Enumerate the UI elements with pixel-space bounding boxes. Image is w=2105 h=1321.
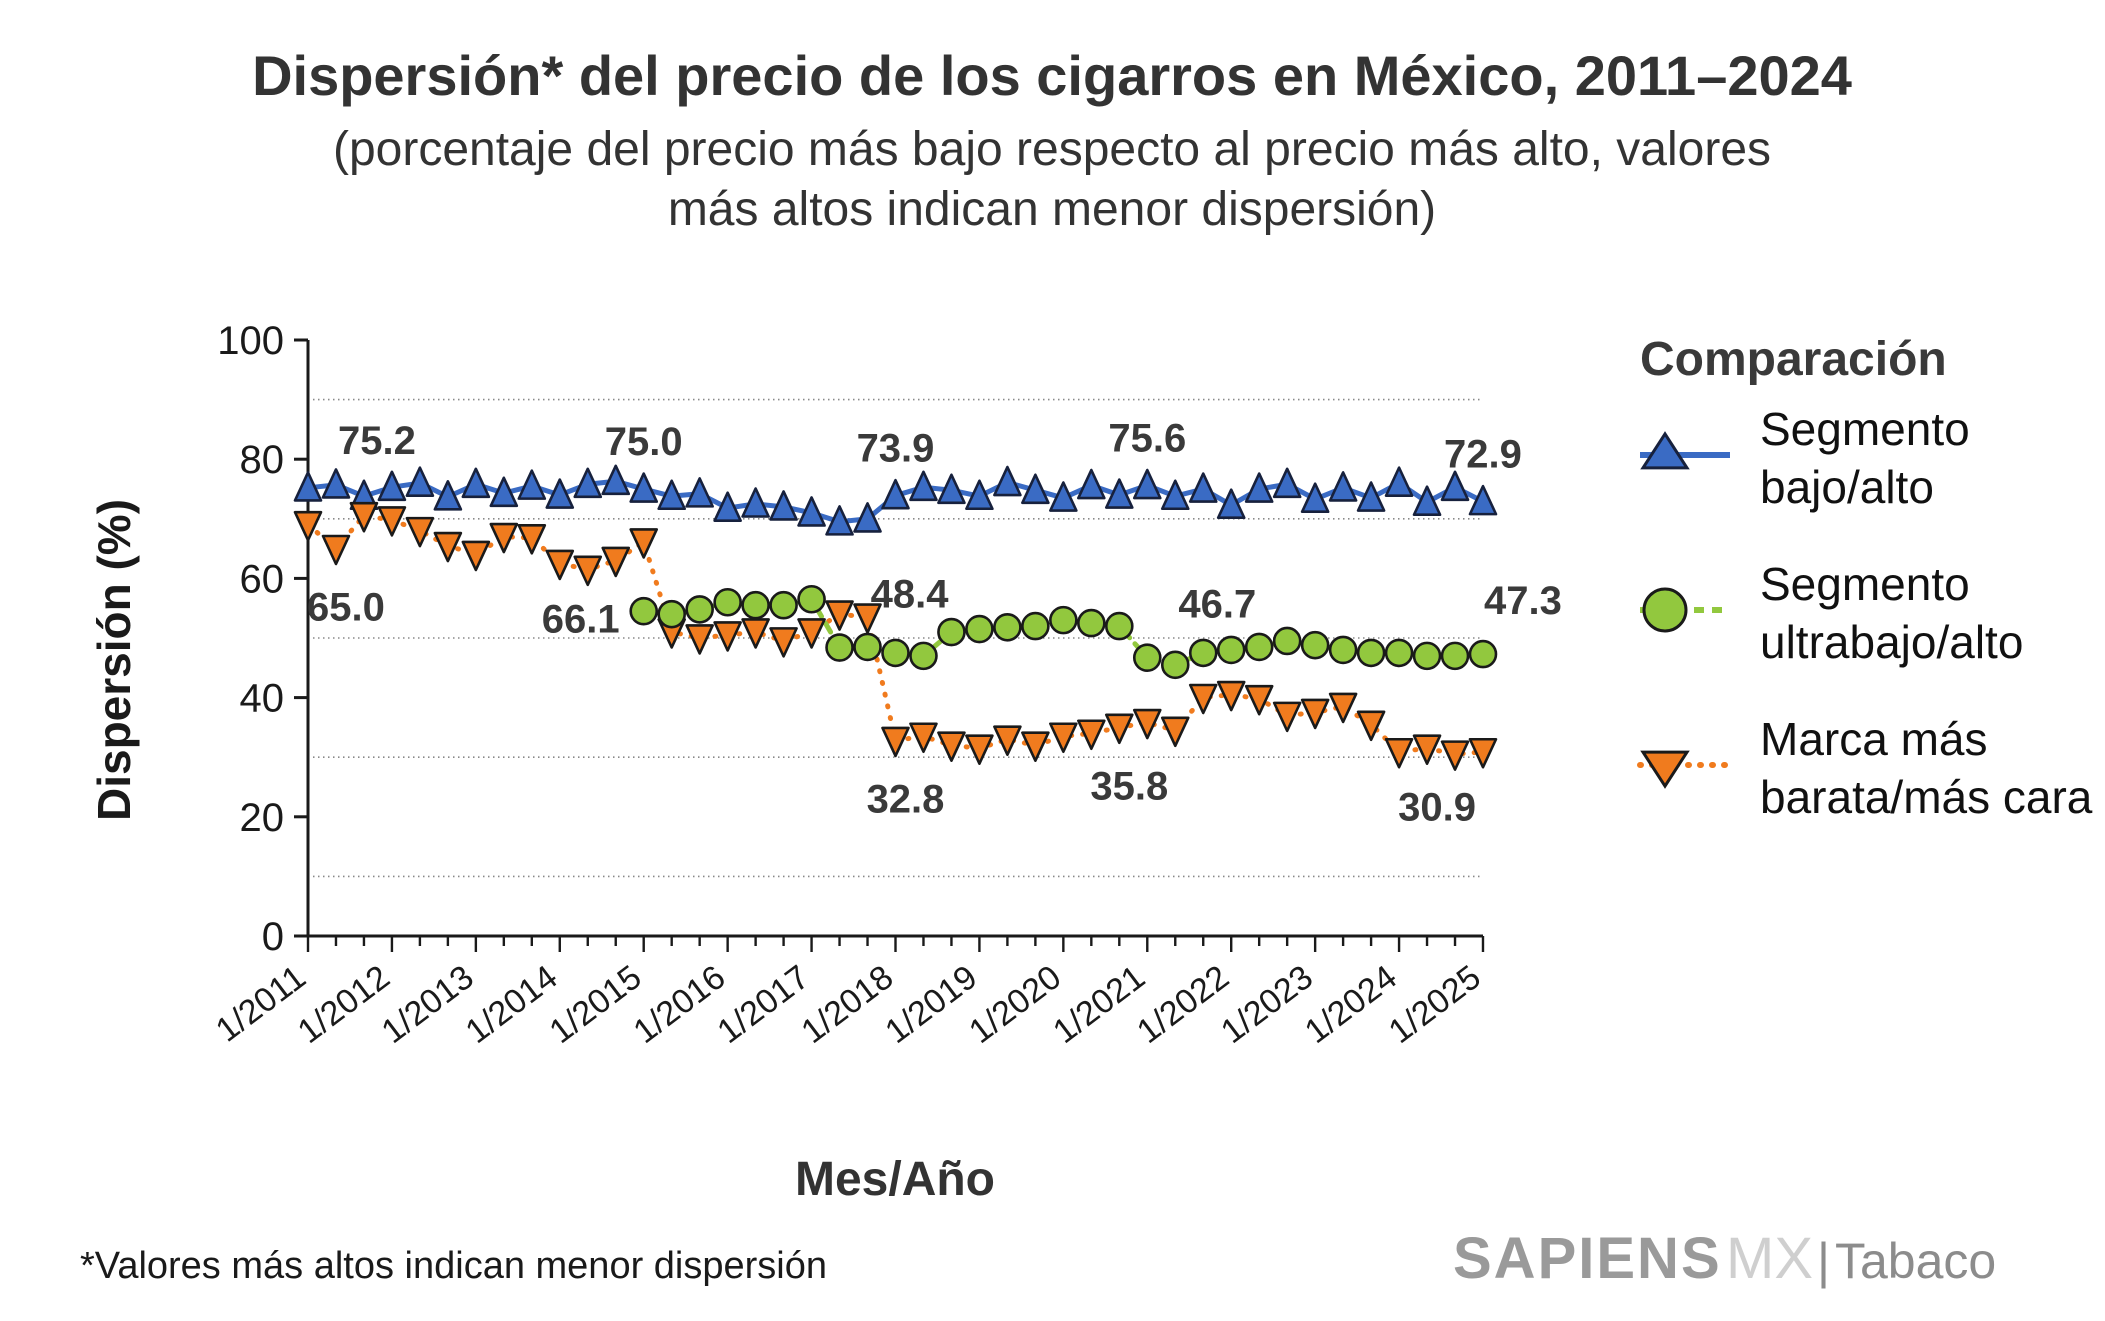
- svg-text:30.9: 30.9: [1398, 785, 1476, 829]
- svg-text:bajo/alto: bajo/alto: [1760, 461, 1934, 513]
- svg-text:0: 0: [262, 915, 284, 959]
- svg-text:35.8: 35.8: [1090, 764, 1168, 808]
- svg-text:47.3: 47.3: [1484, 579, 1562, 623]
- svg-text:barata/más cara: barata/más cara: [1760, 771, 2093, 823]
- svg-text:100: 100: [217, 319, 284, 363]
- svg-text:66.1: 66.1: [542, 598, 620, 642]
- svg-text:Dispersión (%): Dispersión (%): [88, 499, 140, 821]
- svg-text:Marca más: Marca más: [1760, 713, 1987, 765]
- svg-text:72.9: 72.9: [1444, 433, 1522, 477]
- svg-text:*Valores más altos indican men: *Valores más altos indican menor dispers…: [80, 1245, 827, 1287]
- svg-text:Tabaco: Tabaco: [1835, 1233, 1996, 1289]
- svg-text:40: 40: [240, 677, 285, 721]
- svg-text:(porcentaje del precio más baj: (porcentaje del precio más bajo respecto…: [333, 123, 1771, 176]
- svg-text:|: |: [1817, 1233, 1830, 1289]
- svg-text:Segmento: Segmento: [1760, 403, 1970, 455]
- svg-text:65.0: 65.0: [307, 586, 385, 630]
- svg-text:MX: MX: [1726, 1226, 1813, 1291]
- svg-text:75.2: 75.2: [338, 419, 416, 463]
- svg-text:75.6: 75.6: [1108, 416, 1186, 460]
- svg-text:ultrabajo/alto: ultrabajo/alto: [1760, 616, 2023, 668]
- svg-text:60: 60: [240, 557, 285, 601]
- svg-text:SAPIENS: SAPIENS: [1453, 1226, 1722, 1291]
- svg-text:32.8: 32.8: [867, 778, 945, 822]
- svg-text:46.7: 46.7: [1178, 583, 1256, 627]
- svg-text:20: 20: [240, 796, 285, 840]
- svg-text:75.0: 75.0: [605, 420, 683, 464]
- svg-text:73.9: 73.9: [857, 427, 935, 471]
- svg-text:80: 80: [240, 438, 285, 482]
- svg-text:48.4: 48.4: [871, 573, 950, 617]
- svg-text:Dispersión* del precio de los: Dispersión* del precio de los cigarros e…: [252, 44, 1852, 107]
- svg-text:Comparación: Comparación: [1640, 333, 1947, 386]
- svg-text:Segmento: Segmento: [1760, 558, 1970, 610]
- svg-text:Mes/Año: Mes/Año: [795, 1153, 995, 1206]
- svg-text:más altos indican menor disper: más altos indican menor dispersión): [668, 183, 1436, 236]
